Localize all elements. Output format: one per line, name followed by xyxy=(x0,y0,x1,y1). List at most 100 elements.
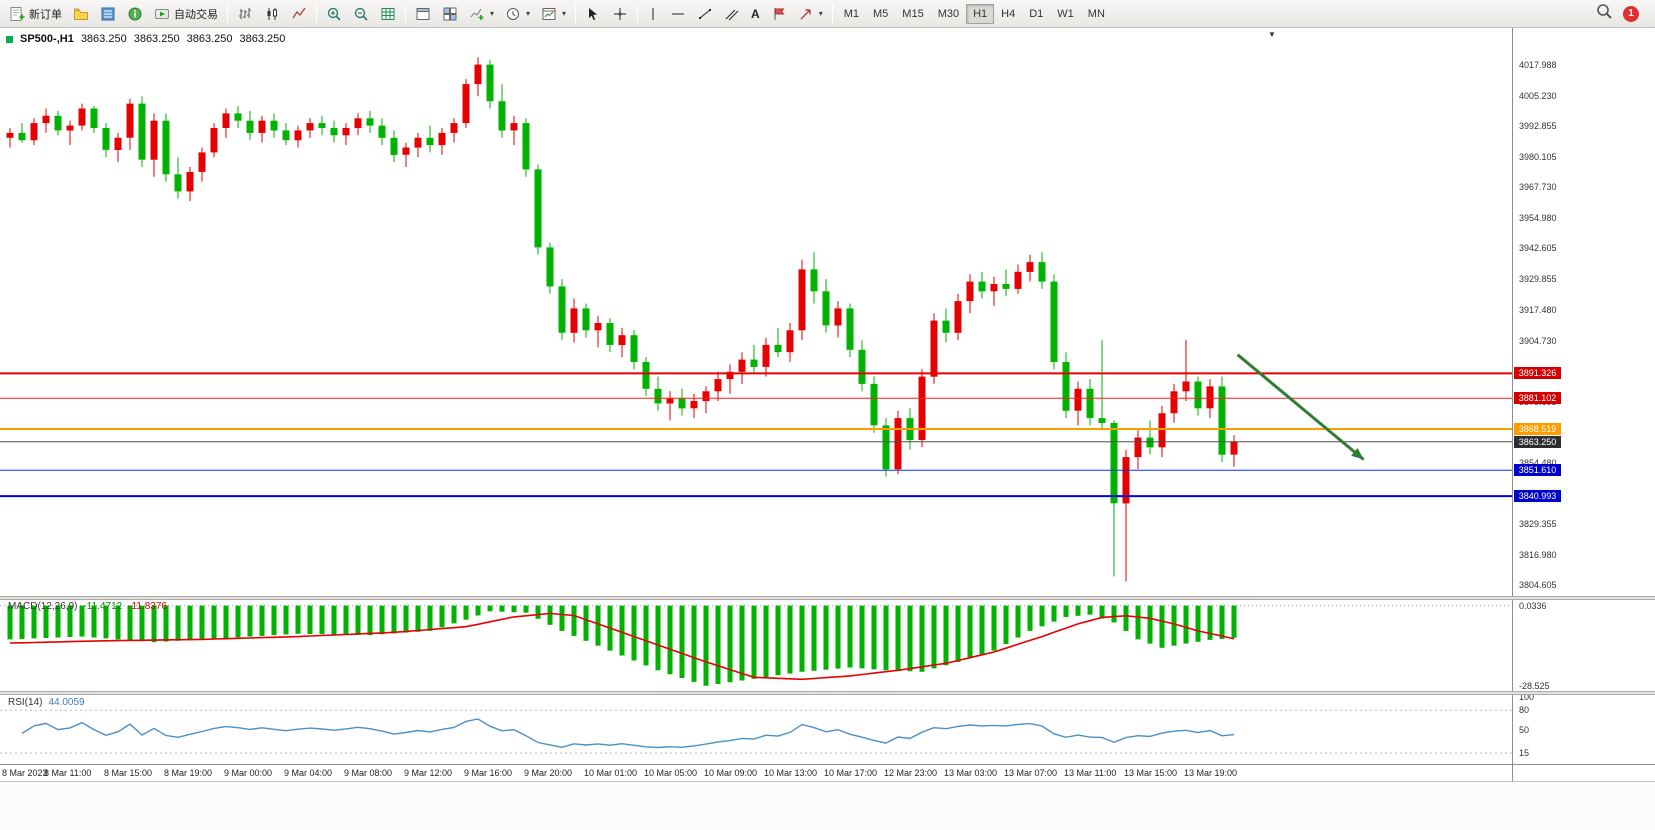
panel-divider[interactable] xyxy=(0,691,1655,695)
candle-body xyxy=(810,269,818,292)
time-label: 13 Mar 07:00 xyxy=(1004,768,1058,778)
price-tick-label: 3829.355 xyxy=(1519,519,1557,530)
candle-body xyxy=(1026,262,1034,272)
candle-body xyxy=(210,128,218,153)
price-level-badge: 3840.993 xyxy=(1514,490,1561,503)
autotrade-button[interactable]: 自动交易 xyxy=(149,3,223,25)
channel-tool-button[interactable] xyxy=(719,3,745,25)
price-level-badge: 3868.519 xyxy=(1514,422,1561,435)
shapes-menu-button[interactable]: ▾ xyxy=(793,3,828,25)
timeframe-w1[interactable]: W1 xyxy=(1057,7,1074,20)
text-tool-button[interactable]: A xyxy=(746,3,765,25)
horizontal-line-tool-button[interactable] xyxy=(665,3,691,25)
current-price-badge: 3863.250 xyxy=(1514,435,1561,448)
candle-body xyxy=(738,359,746,372)
candle-body xyxy=(558,286,566,333)
ohlc-high: 3863.250 xyxy=(133,33,180,45)
candle-body xyxy=(102,128,110,150)
chevron-down-icon: ▾ xyxy=(526,9,531,18)
candle-body xyxy=(186,171,194,192)
candle-body xyxy=(762,344,770,367)
timeframe-m5[interactable]: M5 xyxy=(873,7,889,20)
periods-menu-button[interactable]: ▾ xyxy=(500,3,535,25)
chevron-down-icon: ▾ xyxy=(562,9,567,18)
timeframe-m15[interactable]: M15 xyxy=(902,7,924,20)
candlestick-icon xyxy=(264,6,280,22)
candlestick-mode-button[interactable] xyxy=(259,3,285,25)
candle-body xyxy=(798,269,806,331)
trendline-icon xyxy=(697,6,713,22)
line-chart-mode-button[interactable] xyxy=(286,3,312,25)
status-area xyxy=(0,781,1655,830)
price-tick-label: 3816.980 xyxy=(1519,549,1557,560)
candlestick-chart[interactable] xyxy=(0,28,1512,781)
crosshair-icon xyxy=(612,6,628,22)
timeframe-h1[interactable]: H1 xyxy=(966,3,995,24)
trend-arrow-line[interactable] xyxy=(1236,353,1365,461)
trendline-tool-button[interactable] xyxy=(692,3,718,25)
data-window-button[interactable] xyxy=(122,3,148,25)
tile-window-button[interactable] xyxy=(410,3,436,25)
timeframe-h4[interactable]: H4 xyxy=(1001,7,1016,20)
panel-collapse-arrow-icon[interactable]: ▼ xyxy=(1268,30,1276,39)
time-axis[interactable]: 8 Mar 2023 8 Mar 11:00 8 Mar 15:00 8 Mar 19… xyxy=(0,766,1512,781)
label-tool-button[interactable] xyxy=(766,3,792,25)
candle-body xyxy=(306,123,314,131)
candle-body xyxy=(702,391,710,402)
candle-body xyxy=(642,362,650,389)
time-label: 8 Mar 2023 xyxy=(2,768,48,778)
data-window-icon xyxy=(127,6,143,22)
candle-body xyxy=(786,330,794,353)
timeframe-m30[interactable]: M30 xyxy=(937,7,960,20)
indicators-menu-button[interactable]: ▾ xyxy=(464,3,499,25)
candle-body xyxy=(930,320,938,377)
candle-body xyxy=(1002,284,1010,289)
candle-body xyxy=(498,101,506,131)
time-label: 9 Mar 00:00 xyxy=(224,768,273,778)
candle-body xyxy=(282,130,290,141)
templates-menu-button[interactable]: ▾ xyxy=(536,3,571,25)
zoom-in-button[interactable] xyxy=(321,3,347,25)
timeframe-mn[interactable]: MN xyxy=(1087,7,1105,20)
market-watch-button[interactable] xyxy=(95,3,121,25)
bar-chart-icon xyxy=(237,6,253,22)
panel-divider[interactable] xyxy=(0,596,1655,600)
crosshair-tool-button[interactable] xyxy=(607,3,633,25)
timeframe-m1[interactable]: M1 xyxy=(843,7,860,20)
time-label: 10 Mar 01:00 xyxy=(584,768,638,778)
tile-windows-button[interactable] xyxy=(437,3,463,25)
candle-body xyxy=(234,113,242,121)
price-tick-label: 3804.605 xyxy=(1519,579,1557,590)
bar-chart-mode-button[interactable] xyxy=(232,3,258,25)
candle-body xyxy=(978,281,986,292)
price-axis[interactable]: 4017.988 4005.230 3992.855 3980.105 3967.730… xyxy=(1512,28,1655,781)
candle-body xyxy=(162,120,170,175)
rsi-label: RSI(14) xyxy=(8,697,43,708)
macd-main-value: -11.4712 xyxy=(83,601,123,612)
timeframe-d1[interactable]: D1 xyxy=(1029,7,1044,20)
candle-body xyxy=(714,379,722,392)
price-tick-label: 3929.855 xyxy=(1519,274,1557,285)
chart-plot-area[interactable] xyxy=(0,28,1512,781)
toolbar-separator xyxy=(405,3,406,24)
vertical-line-tool-button[interactable] xyxy=(642,3,664,25)
price-tick-label: 3917.480 xyxy=(1519,304,1557,315)
grid-toggle-button[interactable] xyxy=(375,3,401,25)
profiles-button[interactable] xyxy=(68,3,94,25)
autotrade-icon xyxy=(154,6,170,22)
candle-body xyxy=(270,120,278,131)
zoom-out-button[interactable] xyxy=(348,3,374,25)
line-chart-icon xyxy=(291,6,307,22)
candle-body xyxy=(1170,391,1178,414)
rsi-scale-label: 100 xyxy=(1519,692,1535,702)
time-label: 13 Mar 03:00 xyxy=(944,768,998,778)
notification-badge[interactable]: 1 xyxy=(1623,5,1639,22)
search-icon[interactable] xyxy=(1595,2,1613,25)
candle-body xyxy=(1146,437,1154,448)
new-order-icon xyxy=(9,6,25,22)
price-tick-label: 3980.105 xyxy=(1519,151,1557,162)
candle-body xyxy=(114,137,122,150)
new-order-button[interactable]: 新订单 xyxy=(4,3,67,25)
time-label: 13 Mar 19:00 xyxy=(1184,768,1238,778)
cursor-tool-button[interactable] xyxy=(580,3,606,25)
